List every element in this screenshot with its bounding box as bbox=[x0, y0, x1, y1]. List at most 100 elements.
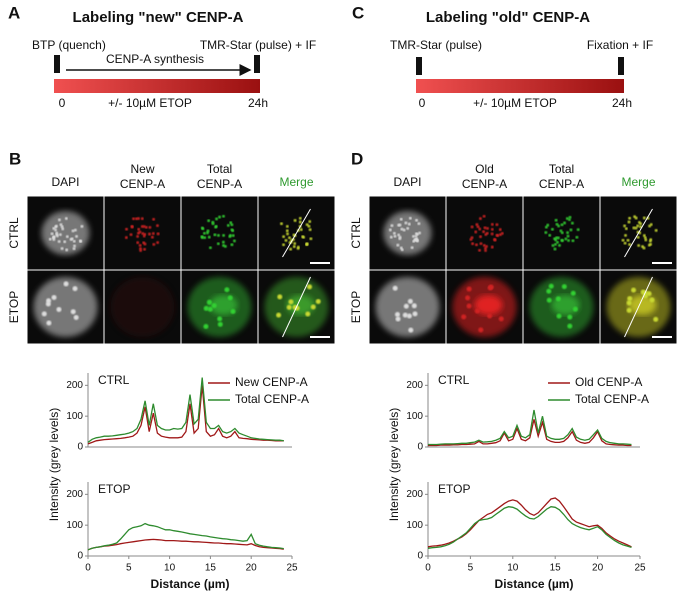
foci bbox=[466, 303, 472, 309]
foci bbox=[217, 321, 223, 327]
foci bbox=[151, 232, 155, 235]
foci bbox=[560, 231, 564, 235]
foci bbox=[129, 233, 133, 236]
panel-label: D bbox=[351, 149, 363, 168]
foci bbox=[59, 223, 63, 226]
foci bbox=[642, 216, 646, 220]
foci bbox=[414, 232, 418, 236]
foci bbox=[308, 228, 312, 232]
foci bbox=[280, 222, 283, 226]
foci bbox=[474, 230, 478, 234]
foci bbox=[152, 242, 156, 246]
foci bbox=[65, 235, 69, 239]
panel-title: Labeling "old" CENP-A bbox=[426, 9, 590, 26]
nucleus-body bbox=[474, 295, 503, 315]
timeline-tick bbox=[254, 55, 260, 73]
timeline-tick bbox=[54, 55, 60, 73]
foci bbox=[649, 297, 655, 303]
foci bbox=[206, 231, 209, 235]
nucleus bbox=[187, 277, 252, 337]
foci bbox=[286, 232, 289, 236]
y-tick-label: 100 bbox=[66, 411, 83, 422]
x-tick-label: 25 bbox=[634, 563, 646, 574]
foci bbox=[302, 235, 305, 239]
foci bbox=[575, 235, 579, 239]
foci bbox=[140, 217, 144, 220]
foci bbox=[276, 312, 282, 318]
foci bbox=[224, 287, 230, 293]
foci bbox=[402, 228, 406, 232]
foci bbox=[70, 309, 76, 315]
foci bbox=[412, 234, 415, 238]
foci bbox=[139, 249, 143, 252]
nucleus bbox=[469, 214, 504, 252]
foci bbox=[52, 235, 56, 239]
foci bbox=[207, 219, 211, 223]
foci bbox=[203, 231, 206, 235]
foci bbox=[393, 234, 397, 238]
foci bbox=[407, 298, 413, 304]
foci bbox=[142, 241, 146, 245]
foci bbox=[572, 306, 578, 312]
foci bbox=[215, 217, 218, 221]
foci bbox=[79, 239, 83, 243]
foci bbox=[571, 239, 575, 243]
foci bbox=[41, 311, 47, 317]
foci bbox=[307, 284, 313, 290]
panel-label: A bbox=[8, 3, 20, 22]
foci bbox=[231, 234, 235, 237]
foci bbox=[634, 216, 638, 220]
foci bbox=[478, 248, 481, 252]
foci bbox=[150, 235, 154, 239]
foci bbox=[482, 243, 486, 247]
foci bbox=[71, 229, 75, 233]
row-label: ETOP bbox=[349, 291, 363, 323]
nucleus bbox=[529, 277, 594, 337]
foci bbox=[631, 287, 637, 293]
foci bbox=[125, 227, 128, 231]
foci bbox=[398, 237, 402, 241]
foci bbox=[554, 218, 558, 222]
y-tick-label: 100 bbox=[66, 520, 83, 531]
foci bbox=[553, 247, 557, 251]
timeline-label: 24h bbox=[248, 96, 268, 110]
foci bbox=[410, 246, 414, 250]
foci bbox=[649, 223, 653, 226]
timeline-label: Fixation + IF bbox=[587, 38, 653, 52]
nucleus-body bbox=[110, 277, 175, 337]
nucleus bbox=[621, 215, 658, 250]
foci bbox=[498, 316, 504, 322]
foci bbox=[137, 227, 141, 231]
foci bbox=[305, 242, 309, 246]
y-tick-label: 200 bbox=[66, 489, 83, 500]
foci bbox=[479, 242, 483, 246]
panel-label: C bbox=[352, 3, 364, 22]
foci bbox=[624, 233, 627, 237]
foci bbox=[230, 223, 234, 227]
foci bbox=[206, 299, 212, 305]
foci bbox=[627, 220, 631, 224]
x-tick-label: 15 bbox=[550, 563, 562, 574]
scale-bar bbox=[652, 262, 672, 264]
nucleus-body bbox=[551, 295, 580, 315]
nucleus bbox=[383, 211, 432, 255]
foci bbox=[637, 244, 641, 247]
nucleus bbox=[41, 211, 90, 255]
foci bbox=[56, 307, 62, 313]
foci bbox=[54, 224, 58, 228]
foci bbox=[310, 304, 316, 310]
foci bbox=[406, 313, 412, 319]
foci bbox=[563, 221, 566, 225]
foci bbox=[478, 227, 482, 231]
foci bbox=[498, 228, 502, 231]
foci bbox=[644, 238, 648, 242]
data-line bbox=[428, 419, 632, 447]
x-tick-label: 10 bbox=[164, 563, 176, 574]
foci bbox=[211, 303, 217, 309]
chart-title: CTRL bbox=[98, 373, 130, 387]
foci bbox=[548, 283, 554, 289]
foci bbox=[211, 222, 215, 226]
panel-label: B bbox=[9, 149, 21, 168]
foci bbox=[634, 226, 638, 230]
foci bbox=[466, 286, 472, 292]
